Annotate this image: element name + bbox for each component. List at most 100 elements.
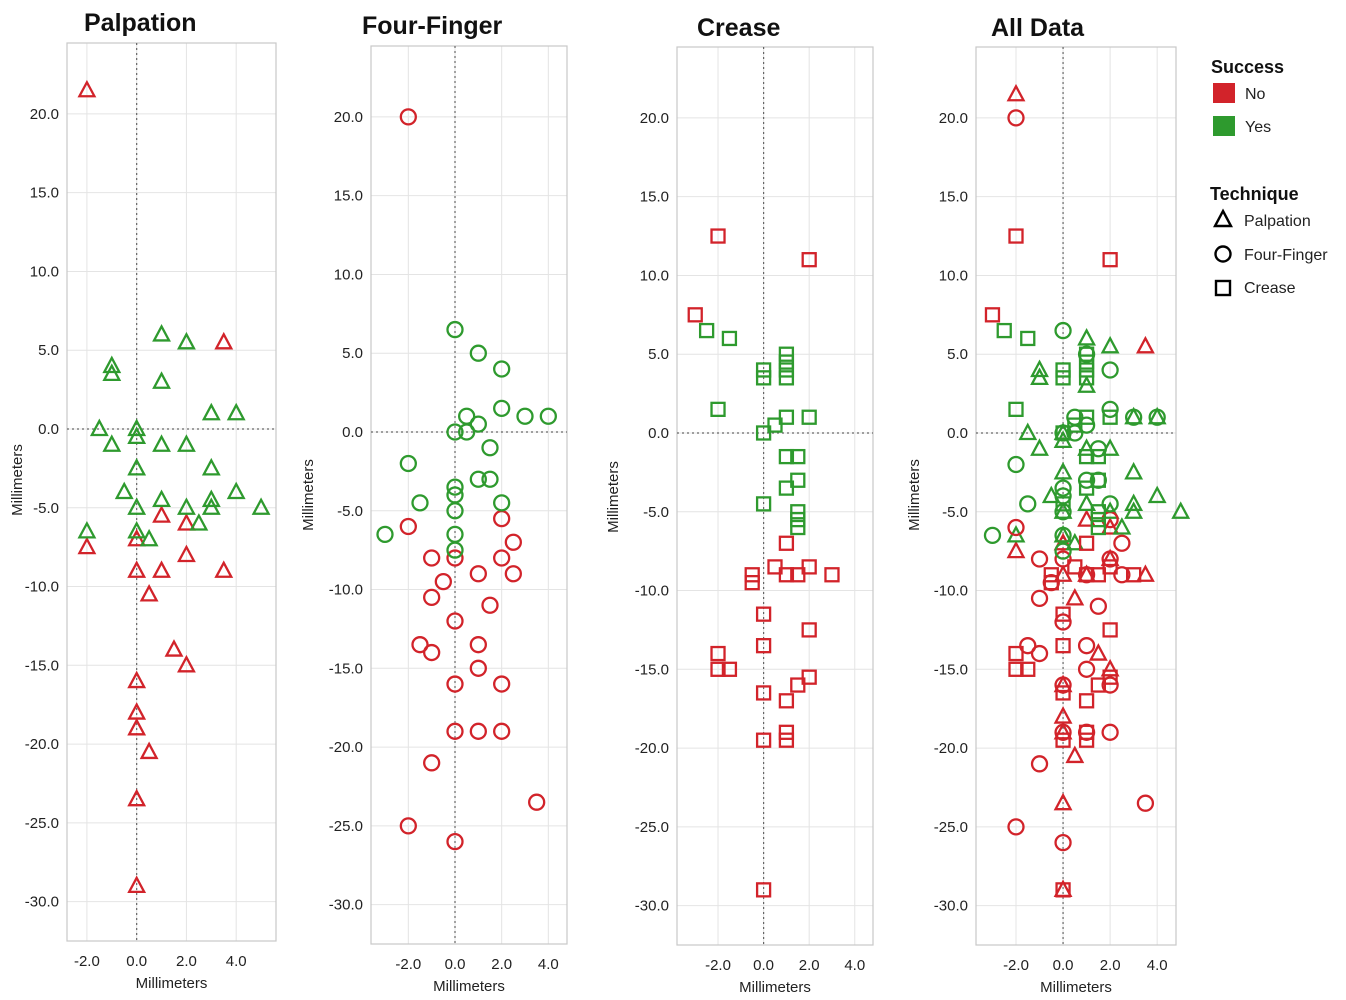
y-tick-label: -10.0 <box>25 579 59 596</box>
data-point-circle <box>1054 723 1072 741</box>
data-point-triangle <box>226 481 246 500</box>
data-point-triangle <box>1124 501 1144 519</box>
data-point-square <box>698 322 715 339</box>
x-axis-label: Millimeters <box>739 979 811 996</box>
y-tick-label: 0.0 <box>38 421 59 438</box>
y-tick-label: -30.0 <box>25 894 59 911</box>
data-point-square <box>744 567 760 583</box>
y-tick-label: 15.0 <box>30 185 59 202</box>
x-axis-label: Millimeters <box>136 975 208 992</box>
data-point-circle <box>1007 818 1025 836</box>
data-point-circle <box>504 533 522 551</box>
data-point-triangle <box>127 497 147 515</box>
data-point-circle <box>469 565 487 583</box>
data-point-square <box>1102 559 1118 575</box>
data-point-circle <box>1030 644 1049 663</box>
legend-label-four-finger: Four-Finger <box>1244 247 1328 264</box>
data-point-circle <box>423 588 441 607</box>
data-point-circle <box>528 793 546 811</box>
data-point-circle <box>493 722 511 740</box>
data-point-circle <box>446 541 464 559</box>
data-point-circle <box>1066 424 1084 442</box>
data-point-circle <box>539 407 557 425</box>
data-point-circle <box>1054 550 1072 568</box>
data-point-square <box>1008 228 1024 244</box>
data-point-circle <box>399 517 417 536</box>
data-point-square <box>996 322 1012 339</box>
data-point-circle <box>1054 321 1072 340</box>
x-tick-label: 4.0 <box>538 956 559 973</box>
x-tick-label: -2.0 <box>705 957 731 974</box>
data-point-triangle <box>139 583 159 602</box>
data-point-square <box>1043 574 1059 591</box>
y-tick-label: 20.0 <box>640 110 669 127</box>
data-point-triangle <box>152 489 171 508</box>
square-icon <box>1214 279 1232 297</box>
data-point-square <box>1078 362 1095 378</box>
data-point-square <box>790 448 806 465</box>
data-point-circle <box>493 549 511 567</box>
data-point-triangle <box>127 670 147 689</box>
data-point-circle <box>1101 361 1119 379</box>
data-point-square <box>801 252 817 268</box>
data-point-square <box>1102 409 1118 425</box>
data-point-circle <box>1030 589 1049 608</box>
data-point-triangle <box>102 434 122 452</box>
data-point-square <box>790 677 806 693</box>
data-point-circle <box>411 636 429 654</box>
x-tick-label: 0.0 <box>1053 957 1074 974</box>
data-point-triangle <box>1077 493 1097 512</box>
data-point-circle <box>446 675 464 693</box>
plot-frame <box>370 45 568 945</box>
data-point-circle <box>1077 660 1096 678</box>
data-point-circle <box>493 399 511 418</box>
data-point-circle <box>469 415 487 433</box>
data-point-square <box>778 409 795 425</box>
data-point-square <box>1067 559 1083 575</box>
data-point-triangle <box>1053 461 1073 480</box>
y-tick-label: 20.0 <box>939 110 968 127</box>
y-tick-label: -20.0 <box>635 740 669 757</box>
data-point-triangle <box>164 639 184 657</box>
data-point-circle <box>1054 676 1072 694</box>
y-tick-label: 5.0 <box>38 342 59 359</box>
data-point-square <box>1090 472 1107 488</box>
data-point-square <box>755 370 772 386</box>
y-tick-label: -20.0 <box>934 740 968 757</box>
y-tick-label: 0.0 <box>648 425 669 442</box>
data-point-circle <box>1089 440 1108 458</box>
data-point-circle <box>1007 518 1025 537</box>
data-point-triangle <box>102 355 122 374</box>
data-point-square <box>1090 448 1107 465</box>
data-point-square <box>778 567 795 583</box>
data-point-square <box>1090 567 1107 583</box>
data-point-circle <box>446 502 464 520</box>
x-tick-label: -2.0 <box>395 956 421 973</box>
data-point-square <box>1020 661 1036 677</box>
data-point-triangle <box>177 513 196 531</box>
data-point-triangle <box>1171 501 1191 519</box>
y-tick-label: -25.0 <box>25 815 59 832</box>
y-tick-label: -20.0 <box>329 739 363 756</box>
data-point-square <box>778 732 795 748</box>
data-point-square <box>755 425 772 441</box>
data-point-circle <box>446 722 464 740</box>
x-axis-label: Millimeters <box>1040 979 1112 996</box>
data-point-square <box>1008 401 1024 418</box>
data-point-triangle <box>152 505 171 523</box>
data-point-square <box>778 370 795 386</box>
legend-technique-title: Technique <box>1210 184 1299 204</box>
data-point-triangle <box>214 560 234 578</box>
data-point-circle <box>1054 613 1072 631</box>
data-point-triangle <box>1065 587 1085 606</box>
legend-label-palpation: Palpation <box>1244 213 1311 230</box>
y-tick-label: 20.0 <box>334 109 363 126</box>
data-point-square <box>778 448 795 465</box>
data-point-triangle <box>89 418 109 437</box>
data-point-square <box>1078 567 1095 583</box>
data-point-circle <box>469 470 487 488</box>
data-point-square <box>1055 638 1071 654</box>
data-point-circle <box>1113 534 1131 552</box>
y-tick-label: 5.0 <box>648 346 669 363</box>
y-tick-label: 10.0 <box>939 267 968 284</box>
